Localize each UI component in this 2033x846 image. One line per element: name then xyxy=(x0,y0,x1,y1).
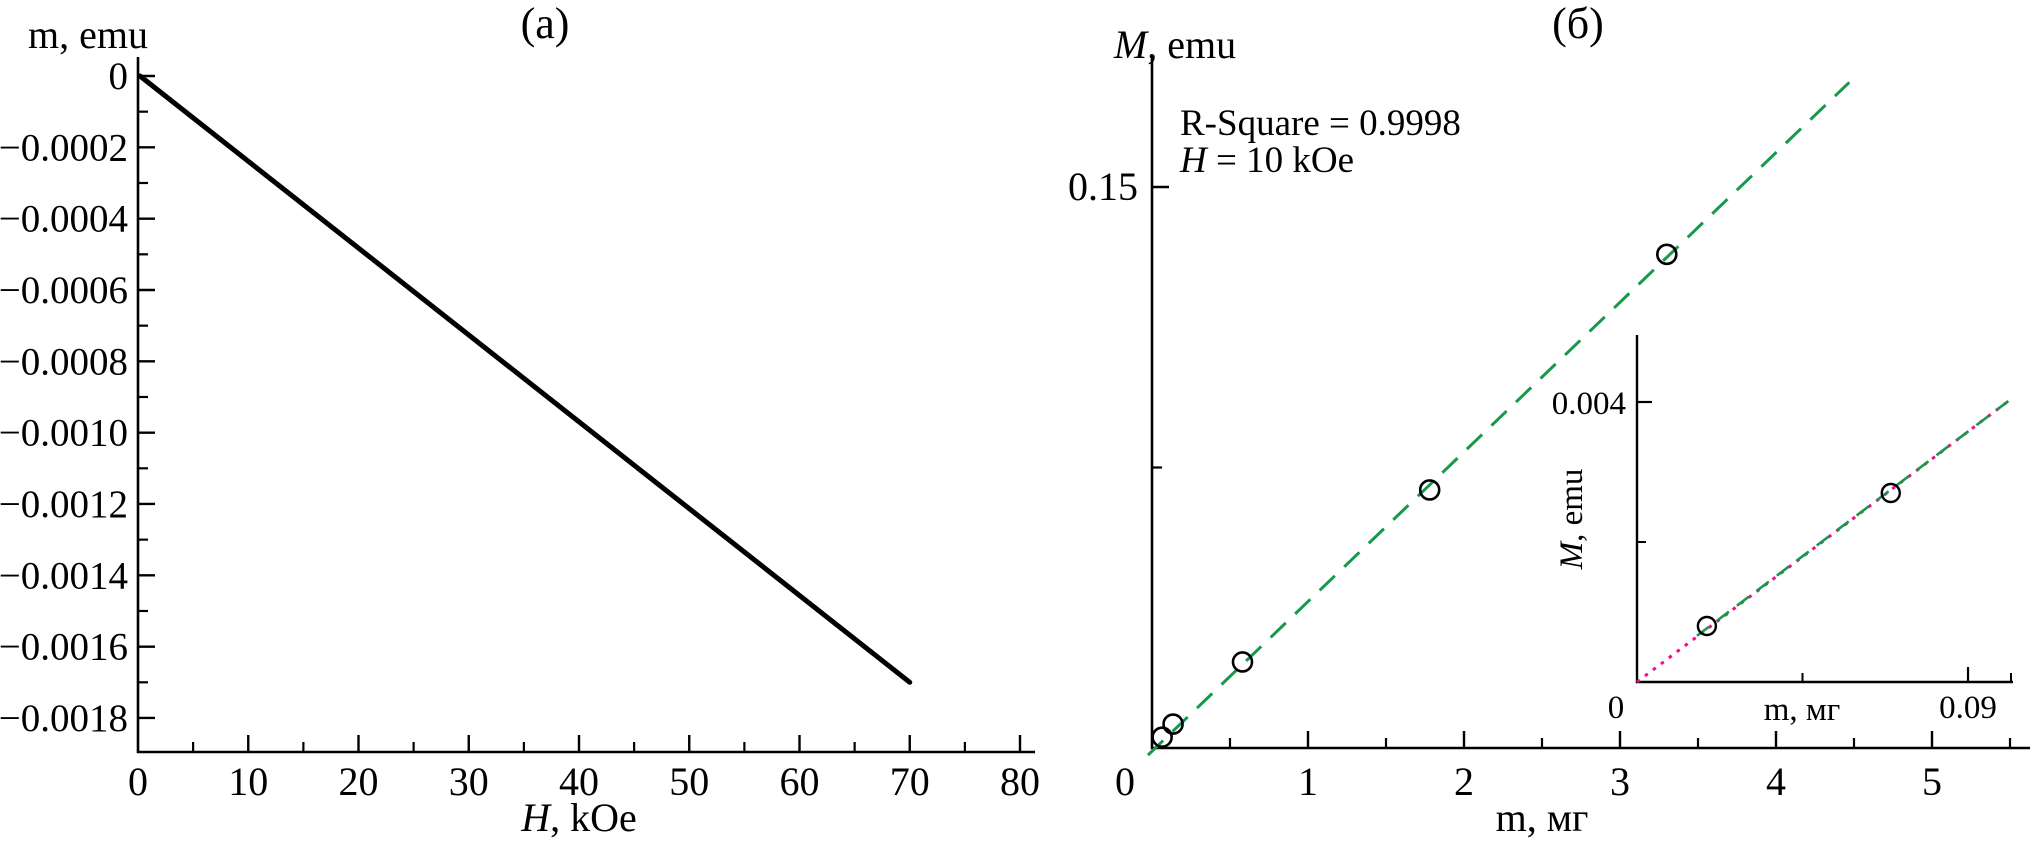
panel-b-data-point xyxy=(1418,479,1441,501)
panel-a-ytick-label: −0.0012 xyxy=(0,483,128,526)
panel-a-ytick-label: −0.0006 xyxy=(0,269,128,312)
panel-b-xtick-label: 2 xyxy=(1454,759,1474,804)
panel-a-ylabel: m, emu xyxy=(28,12,148,57)
panel-b-label: (б) xyxy=(1552,0,1604,48)
panel-b-xtick-label: 1 xyxy=(1298,759,1318,804)
panel-a-axes xyxy=(136,57,1035,754)
inset-axes xyxy=(1635,335,2013,684)
panel-b-ytick-label: 0.15 xyxy=(1068,164,1138,209)
inset-x-origin-label: 0 xyxy=(1608,690,1625,726)
panel-a-xtick-label: 50 xyxy=(669,759,709,804)
panel-a-ytick-label: −0.0002 xyxy=(0,126,128,169)
panel-b-xtick-label: 4 xyxy=(1766,759,1786,804)
axis-label-text-part: , emu xyxy=(1554,469,1590,542)
panel-b-xlabel: m, мг xyxy=(1496,795,1589,840)
axis-label-italic-part: M xyxy=(1554,540,1590,570)
inset-data-point xyxy=(1696,615,1718,637)
axis-label-italic-part: H xyxy=(1179,140,1209,181)
panel-b-data-point xyxy=(1656,243,1678,266)
axis-label-text-part: , emu xyxy=(1147,22,1236,67)
panel-a-label: (a) xyxy=(521,0,570,48)
panel-b-data-point xyxy=(1162,713,1184,735)
panel-a-xtick-label: 80 xyxy=(1000,759,1040,804)
panel-a-xtick-label: 20 xyxy=(339,759,379,804)
panel-a-ytick-label: −0.0008 xyxy=(0,340,128,383)
inset-fit-line xyxy=(1696,398,2011,637)
panel-a-xtick-label: 0 xyxy=(128,759,148,804)
panel-a-ytick-label: 0 xyxy=(109,55,129,98)
axis-label-italic-part: M xyxy=(1113,22,1150,67)
inset-xlabel: m, мг xyxy=(1764,692,1841,728)
panel-a-xtick-label: 70 xyxy=(890,759,930,804)
panel-b-fit-line xyxy=(1146,81,1851,757)
inset-xtick-label: 0.09 xyxy=(1939,690,1997,726)
panel-a-xtick-label: 60 xyxy=(780,759,820,804)
panel-b-field-annotation: H = 10 kOe xyxy=(1179,140,1354,181)
panel-a-ytick-label: −0.0018 xyxy=(0,697,128,740)
panel-b-xtick-label: 0 xyxy=(1115,759,1135,804)
axis-label-text-part: , kOe xyxy=(550,795,637,840)
panel-a-ytick-label: −0.0014 xyxy=(0,554,128,597)
axis-label-text-part: = 10 kOe xyxy=(1207,140,1354,181)
panel-a-ytick-label: −0.0004 xyxy=(0,198,128,241)
panel-b-xtick-label: 3 xyxy=(1610,759,1630,804)
panel-a-xtick-label: 40 xyxy=(559,759,599,804)
panel-a-ytick-label: −0.0010 xyxy=(0,412,128,455)
panel-b-rsquare-annotation: R-Square = 0.9998 xyxy=(1180,103,1461,144)
panel-a-ytick-label: −0.0016 xyxy=(0,626,128,669)
panel-a-xtick-label: 10 xyxy=(228,759,268,804)
panel-b-axes xyxy=(1150,55,2030,750)
panel-b-data-point xyxy=(1231,651,1254,673)
panel-a-data-line xyxy=(137,73,913,685)
inset-ytick-label: 0.004 xyxy=(1552,386,1626,422)
panel-b-ylabel: M, emu xyxy=(1113,22,1236,67)
panel-a-xlabel: H, kOe xyxy=(520,795,637,840)
panel-a-xtick-label: 30 xyxy=(449,759,489,804)
inset-ylabel: M, emu xyxy=(1554,469,1590,571)
axis-label-italic-part: H xyxy=(520,795,552,840)
inset-data-point xyxy=(1880,482,1901,504)
panel-b-data-point xyxy=(1151,726,1173,748)
panel-b-xtick-label: 5 xyxy=(1922,759,1942,804)
